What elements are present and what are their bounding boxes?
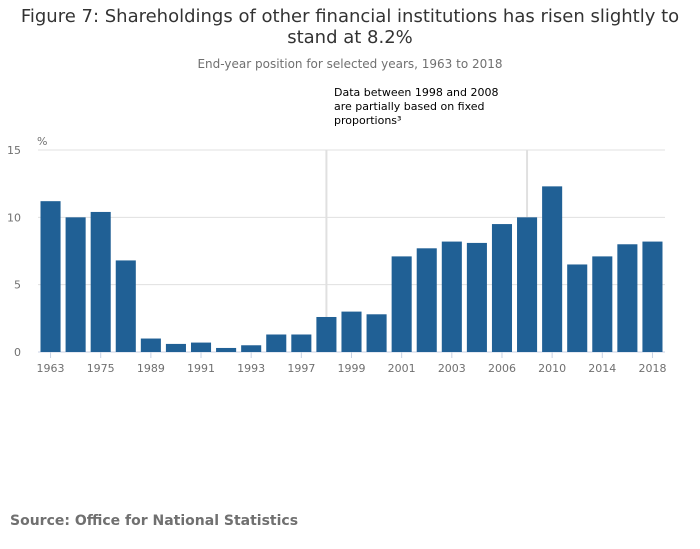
x-tick-label: 2003 [438, 362, 466, 375]
x-tick-label: 1999 [338, 362, 366, 375]
x-tick-label: 1991 [187, 362, 215, 375]
source-note: Source: Office for National Statistics [10, 513, 299, 529]
x-tick-label: 1997 [287, 362, 315, 375]
y-tick-label: 10 [7, 211, 21, 224]
x-tick-label: 2018 [638, 362, 666, 375]
x-tick-label: 2006 [488, 362, 516, 375]
x-tick-label: 1975 [87, 362, 115, 375]
bar-2018 [642, 241, 663, 352]
x-tick-label: 1963 [37, 362, 65, 375]
bar-1992 [216, 347, 237, 352]
x-tick-label: 1989 [137, 362, 165, 375]
bar-2008 [517, 217, 538, 352]
bar-1975 [90, 211, 111, 352]
bar-2006 [491, 224, 513, 352]
bar-1969 [65, 217, 86, 352]
bar-2001 [391, 256, 412, 352]
y-tick-label: 15 [7, 144, 21, 157]
x-tick-label: 1993 [237, 362, 265, 375]
annotation: Data between 1998 and 2008 are partially… [334, 86, 499, 127]
bar-2012 [567, 264, 588, 352]
bar-2010 [542, 186, 563, 352]
x-tick-label: 2010 [538, 362, 566, 375]
bar-1998 [316, 316, 337, 352]
bar-1997 [291, 334, 312, 352]
x-tick-label: 2001 [388, 362, 416, 375]
chart-subtitle: End-year position for selected years, 19… [197, 57, 503, 71]
bar-1993 [241, 345, 262, 352]
y-tick-label: 0 [14, 346, 21, 359]
bar-1989 [140, 338, 161, 352]
bar-2002 [416, 248, 437, 352]
bar-1981 [115, 260, 136, 352]
y-axis-unit: % [37, 135, 47, 148]
x-tick-label: 2014 [588, 362, 616, 375]
bar-2003 [441, 241, 462, 352]
bar-2016 [617, 244, 638, 352]
bar-2000 [366, 314, 387, 352]
bar-1963 [40, 201, 61, 352]
y-tick-label: 5 [14, 279, 21, 292]
chart-title: Figure 7: Shareholdings of other financi… [20, 6, 680, 48]
bar-1999 [341, 311, 362, 352]
bar-1994 [266, 334, 287, 352]
bar-2014 [592, 256, 613, 352]
bar-2004 [466, 242, 487, 352]
bar-1991 [190, 342, 212, 352]
bar-1990 [165, 343, 186, 352]
